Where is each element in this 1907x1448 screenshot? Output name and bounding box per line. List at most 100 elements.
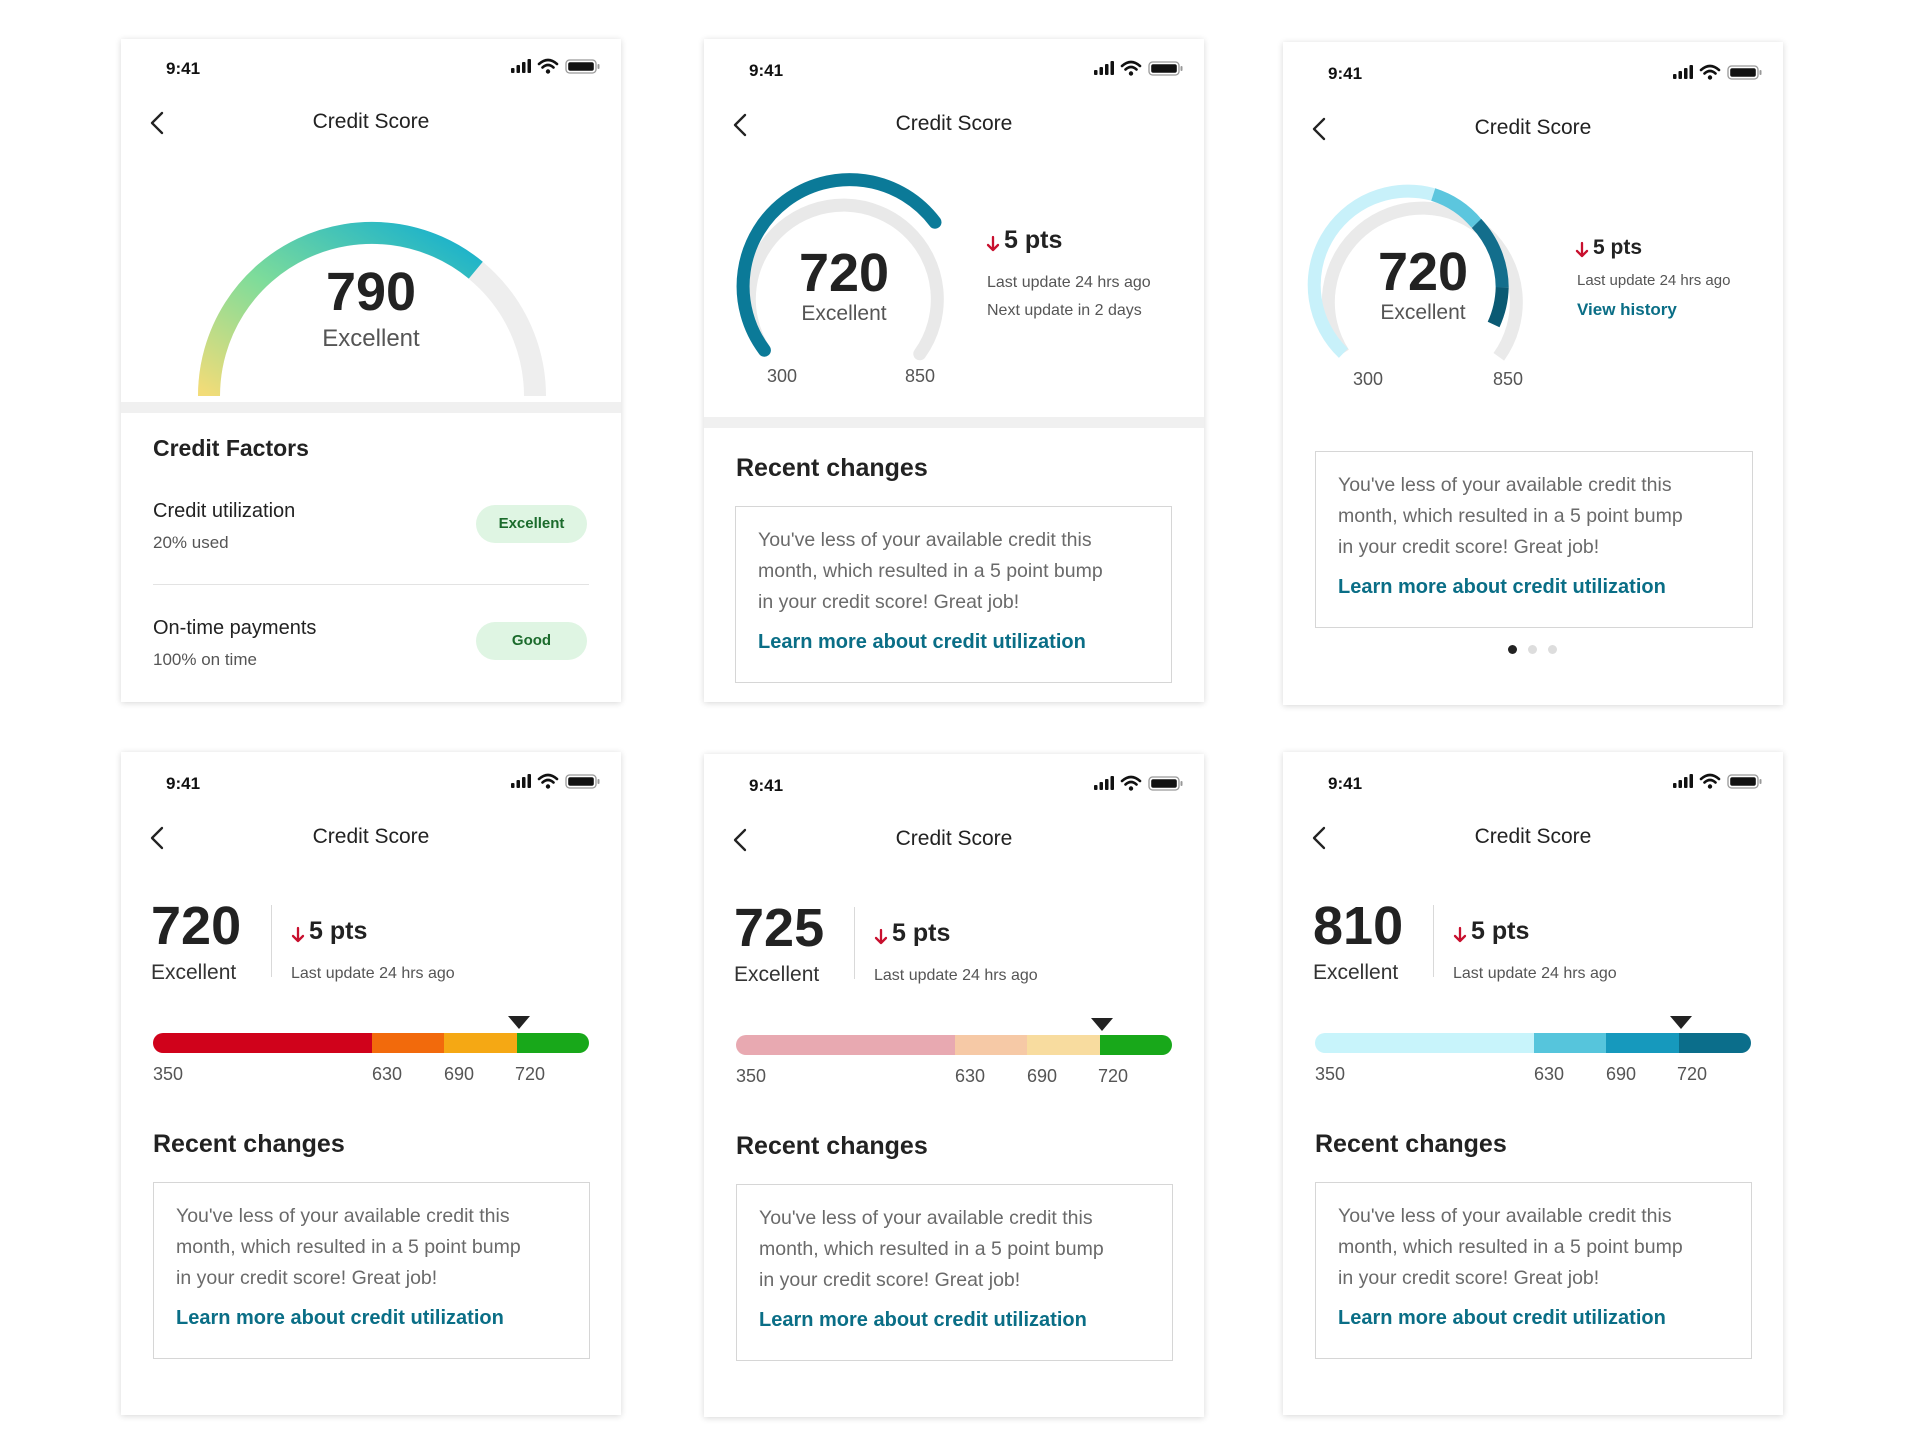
range-segment [1027,1035,1100,1055]
screen-title: Credit Score [312,825,430,848]
change-description: You've less of your available credit thi… [758,525,1103,618]
section-title: Recent changes [736,454,928,482]
vertical-divider [1433,905,1434,977]
status-time: 9:41 [1328,774,1363,793]
score-rating: Excellent [151,961,237,984]
change-line: in your credit score! Great job! [1338,536,1600,558]
range-min: 300 [767,366,798,386]
change-value: 5 pts [892,919,951,947]
score-range-bar [1315,1033,1751,1053]
view-history-link[interactable]: View history [1577,300,1677,319]
score-marker [1091,1018,1113,1031]
screen-credit-factors: 9:41 Credit Score 790 Excellent Credit F… [121,39,621,702]
change-line: month, which resulted in a 5 point bump [759,1238,1104,1260]
carousel-dot-active[interactable] [1508,645,1517,654]
score-value: 810 [1313,896,1404,956]
status-icons [1673,771,1768,791]
score-rating: Excellent [322,325,420,352]
recent-change-card: You've less of your available credit thi… [1315,1182,1752,1359]
screen-title: Credit Score [895,827,1013,850]
score-marker [1670,1016,1692,1029]
tick-label: 630 [372,1064,403,1084]
score-range-bar [736,1035,1172,1055]
tick-label: 720 [515,1064,546,1084]
last-update: Last update 24 hrs ago [291,965,455,982]
range-segment [444,1033,517,1053]
change-line: in your credit score! Great job! [758,591,1020,613]
learn-more-link[interactable]: Learn more about credit utilization [759,1309,1087,1331]
tick-label: 350 [1315,1064,1346,1084]
change-line: You've less of your available credit thi… [1338,1205,1672,1227]
section-divider [704,417,1204,428]
change-line: You've less of your available credit thi… [759,1207,1093,1229]
score-rating: Excellent [734,963,820,986]
change-line: in your credit score! Great job! [176,1267,438,1289]
score-gauge [736,173,944,361]
screen-score-bar-1: 9:41 Credit Score 720 Excellent 5 pts La… [121,752,621,1415]
change-description: You've less of your available credit thi… [176,1201,521,1294]
status-badge: Excellent [476,505,587,543]
learn-more-link[interactable]: Learn more about credit utilization [176,1307,504,1329]
change-line: month, which resulted in a 5 point bump [1338,505,1683,527]
screen-title: Credit Score [1474,825,1592,848]
status-time: 9:41 [166,59,201,78]
arrow-down-icon [874,928,888,946]
tick-label: 690 [1606,1064,1637,1084]
status-icons [1094,773,1189,793]
recent-change-card: You've less of your available credit thi… [153,1182,590,1359]
screen-score-gauge-segmented: 9:41 Credit Score 720 Excellent 300 850 … [1283,42,1783,705]
carousel-dot[interactable] [1528,645,1537,654]
tick-label: 630 [955,1066,986,1086]
recent-change-card: You've less of your available credit thi… [735,506,1172,683]
status-icons [1673,62,1768,82]
change-line: month, which resulted in a 5 point bump [1338,1236,1683,1258]
score-rating: Excellent [1380,301,1466,324]
tick-label: 350 [153,1064,184,1084]
recent-change-card: You've less of your available credit thi… [1315,451,1753,628]
tick-label: 720 [1677,1064,1708,1084]
change-description: You've less of your available credit thi… [1338,1201,1683,1294]
score-range-bar [153,1033,589,1053]
status-time: 9:41 [749,776,784,795]
arrow-down-icon [1453,926,1467,944]
vertical-divider [271,905,272,977]
score-gauge [198,221,546,397]
screen-title: Credit Score [895,112,1013,135]
range-segment [1679,1033,1751,1053]
range-segment [736,1035,955,1055]
change-line: in your credit score! Great job! [759,1269,1021,1291]
carousel-dot[interactable] [1548,645,1557,654]
tick-label: 350 [736,1066,767,1086]
learn-more-link[interactable]: Learn more about credit utilization [1338,1307,1666,1329]
change-line: month, which resulted in a 5 point bump [176,1236,521,1258]
change-line: You've less of your available credit thi… [176,1205,510,1227]
score-value: 720 [798,243,890,303]
section-title: Recent changes [736,1132,928,1160]
status-badge: Good [476,622,587,660]
score-gauge [1307,184,1523,361]
learn-more-link[interactable]: Learn more about credit utilization [1338,576,1666,598]
score-value: 725 [734,898,825,958]
screen-score-gauge-teal: 9:41 Credit Score 720 Excellent 300 850 … [704,39,1204,702]
range-max: 850 [905,366,936,386]
status-time: 9:41 [1328,64,1363,83]
section-title: Recent changes [153,1130,345,1158]
change-line: in your credit score! Great job! [1338,1267,1600,1289]
score-change: 5 pts [874,919,950,948]
score-change: 5 pts [1453,917,1529,946]
factor-name: Credit utilization [153,500,296,522]
range-max: 850 [1493,369,1524,389]
arrow-down-icon [291,926,305,944]
range-segment [517,1033,589,1053]
last-update: Last update 24 hrs ago [987,274,1151,291]
change-value: 5 pts [1593,236,1643,259]
change-line: You've less of your available credit thi… [1338,474,1672,496]
change-description: You've less of your available credit thi… [759,1203,1104,1296]
learn-more-link[interactable]: Learn more about credit utilization [758,631,1086,653]
change-value: 5 pts [309,917,368,945]
change-line: You've less of your available credit thi… [758,529,1092,551]
score-change: 5 pts [986,226,1062,255]
screen-score-bar-2: 9:41 Credit Score 725 Excellent 5 pts La… [704,754,1204,1417]
score-marker [508,1016,530,1029]
range-segment [955,1035,1027,1055]
